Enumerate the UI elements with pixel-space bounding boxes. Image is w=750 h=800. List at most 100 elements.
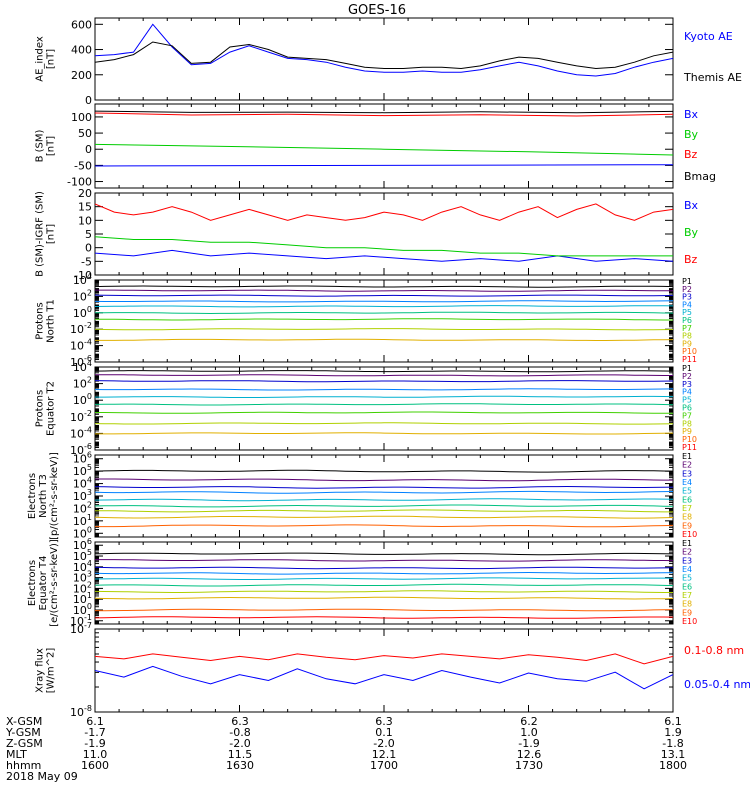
panel-1: 600 400 200 0 AE_index [nT] Kyoto AE Themis AE — [35, 17, 742, 107]
channel-legend-entry: E1 — [682, 539, 692, 548]
channel-legend-entry: P11 — [682, 355, 697, 364]
panel-frame — [94, 17, 674, 101]
series-line-themis-ae — [95, 41, 673, 70]
channel-legend-entry: E9 — [682, 608, 692, 617]
channel-legend-entry: E4 — [682, 565, 692, 574]
channel-legend-entry: P2 — [682, 372, 692, 381]
footer-row-label: hhmm — [6, 759, 41, 772]
panel-frame — [94, 279, 674, 363]
channel-legend-entry: P8 — [682, 419, 692, 428]
legend-entry: Bx — [684, 108, 699, 121]
channel-line-p1 — [95, 370, 673, 373]
channel-line-e3 — [95, 566, 673, 570]
channel-line-e5 — [95, 577, 673, 580]
footer-value: 6.3 — [231, 715, 249, 728]
channel-line-p3 — [95, 294, 673, 297]
footer-value: 1.0 — [520, 726, 538, 739]
series-line-bx — [95, 164, 673, 167]
y-axis-label: Electrons — [27, 560, 38, 606]
channel-legend-entry: P1 — [682, 277, 692, 286]
series-line-0-05-0-4-nm — [95, 665, 673, 690]
channel-line-e4 — [95, 490, 673, 494]
series-line-bz — [95, 203, 673, 221]
channel-line-e9 — [95, 524, 673, 528]
channel-legend-entry: P10 — [682, 435, 697, 444]
channel-line-e1 — [95, 552, 673, 556]
channel-legend-entry: P9 — [682, 339, 692, 348]
footer-value: 1800 — [659, 759, 687, 772]
footer-value: 1.9 — [664, 726, 682, 739]
y-axis-label: Xray flux — [35, 648, 46, 693]
footer-value: 1630 — [226, 759, 254, 772]
channel-legend-entry: E10 — [682, 617, 697, 626]
footer-value: -1.8 — [662, 737, 683, 750]
y-tick-label: 104 — [73, 359, 92, 374]
channel-line-e5 — [95, 498, 673, 502]
y-tick-label: 15 — [78, 201, 92, 214]
y-axis-label: Protons — [35, 302, 46, 339]
y-axis-label: Equator T2 — [46, 381, 57, 436]
y-axis-label: Electrons — [27, 473, 38, 519]
legend-entry: 0.05-0.4 nm — [684, 678, 750, 691]
y-tick-label: 10-2 — [70, 321, 92, 336]
channel-line-e2 — [95, 478, 673, 482]
legend-entry: Themis AE — [683, 71, 742, 84]
channel-legend-entry: E3 — [682, 556, 692, 565]
panel-frame — [94, 366, 674, 451]
channel-legend-entry: P7 — [682, 411, 692, 420]
channel-line-p8 — [95, 422, 673, 425]
channel-line-p5 — [95, 305, 673, 308]
y-tick-label: 0 — [85, 94, 92, 107]
y-tick-label: 102 — [73, 288, 92, 303]
y-tick-label: 20 — [78, 187, 92, 200]
footer-row-label: 2018 May 09 — [6, 770, 78, 783]
channel-legend-entry: E6 — [682, 495, 692, 504]
y-tick-label: -100 — [67, 176, 92, 189]
series-line-bmag — [95, 110, 673, 114]
channel-line-e6 — [95, 583, 673, 587]
panel-frame — [94, 192, 674, 276]
footer-value: 11.0 — [83, 748, 108, 761]
y-tick-label: 10 — [78, 214, 92, 227]
y-tick-label: 0 — [85, 143, 92, 156]
y-tick-label: 10-4 — [70, 425, 92, 440]
y-tick-label: 10-7 — [70, 621, 92, 636]
chart-title: GOES-16 — [348, 3, 406, 18]
channel-legend-entry: P1 — [682, 364, 692, 373]
channel-legend-entry: E5 — [682, 574, 692, 583]
channel-legend-entry: P4 — [682, 300, 692, 309]
panel-data — [95, 110, 673, 167]
channel-line-e6 — [95, 504, 673, 508]
y-tick-label: 50 — [78, 127, 92, 140]
channel-line-p6 — [95, 403, 673, 406]
channel-legend-entry: P7 — [682, 324, 692, 333]
y-tick-label: -50 — [74, 159, 92, 172]
channel-line-p5 — [95, 395, 673, 398]
channel-legend-entry: P8 — [682, 332, 692, 341]
channel-legend-entry: P11 — [682, 443, 697, 452]
channel-line-e8 — [95, 515, 673, 519]
y-axis-label: [e/(cm²-s-sr-keV)] — [49, 539, 60, 627]
panel-data — [95, 469, 673, 528]
channel-legend-entry: P2 — [682, 285, 692, 294]
footer-value: 12.1 — [372, 748, 397, 761]
channel-legend-entry: E3 — [682, 469, 692, 478]
legend-entry: Bx — [684, 199, 699, 212]
footer-value: 12.6 — [517, 748, 542, 761]
legend-entry: By — [684, 128, 699, 141]
channel-legend-entry: E5 — [682, 487, 692, 496]
channel-line-e7 — [95, 509, 673, 513]
legend-entry: Bmag — [684, 170, 716, 183]
y-axis-label: [p/(cm²-s-sr-keV)] — [49, 452, 60, 540]
legend-entry: By — [684, 226, 699, 239]
panel-frame — [94, 628, 674, 713]
y-tick-label: 102 — [73, 376, 92, 391]
y-tick-label: 10-4 — [70, 338, 92, 353]
y-tick-label: 100 — [73, 305, 92, 320]
channel-legend-entry: E7 — [682, 504, 692, 513]
footer-row-label: Y-GSM — [5, 726, 41, 739]
